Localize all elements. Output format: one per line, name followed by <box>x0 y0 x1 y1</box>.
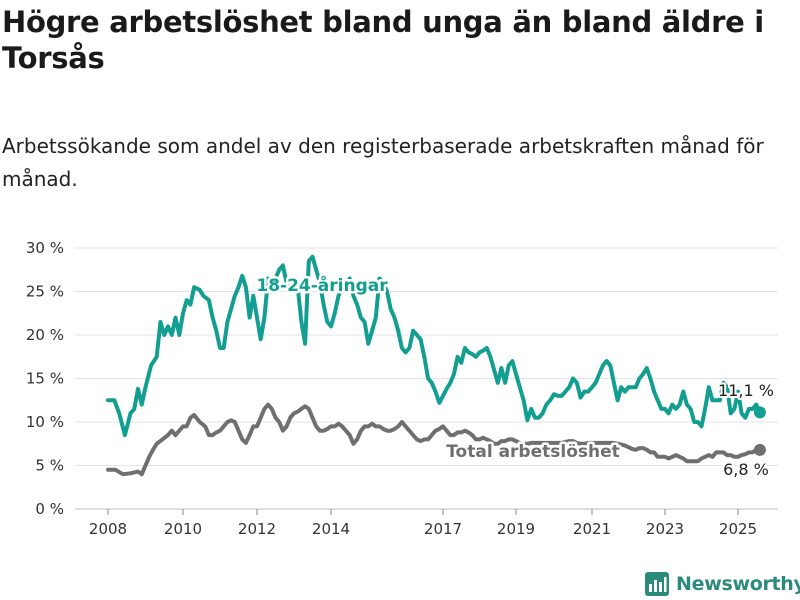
page-title: Högre arbetslöshet bland unga än bland ä… <box>2 5 764 75</box>
brand-logo: Newsworthy <box>644 570 800 598</box>
chart-lines <box>106 254 766 477</box>
series-label-young: 18-24-åringar <box>256 274 388 296</box>
chart-logo-icon <box>645 572 669 596</box>
x-tick-label: 2019 <box>497 520 535 538</box>
series-label-total-halo: Total arbetslöshet <box>446 442 620 462</box>
x-tick-label: 2025 <box>719 520 757 538</box>
x-tick-label: 2021 <box>573 520 611 538</box>
y-tick-label: 5 % <box>35 457 64 475</box>
end-label-total-halo: 6,8 % <box>723 460 769 479</box>
x-tick-label: 2023 <box>646 520 684 538</box>
line-chart: 0 % 5 % 10 % 15 % 20 % 25 % 30 % 2008 2010 2012 20… <box>26 239 778 538</box>
end-point-total <box>753 443 766 456</box>
x-tick-label: 2010 <box>164 520 202 538</box>
end-label-total: 6,8 % <box>723 460 769 479</box>
end-point-young <box>753 406 766 419</box>
y-tick-label: 20 % <box>26 326 64 344</box>
x-tick-label: 2012 <box>238 520 276 538</box>
end-label-young: 11,1 % <box>718 381 774 400</box>
y-tick-label: 15 % <box>26 370 64 388</box>
y-tick-label: 0 % <box>35 500 64 518</box>
x-tick-label: 2017 <box>424 520 462 538</box>
y-tick-label: 30 % <box>26 239 64 257</box>
page-subtitle: Arbetssökande som andel av den registerb… <box>2 134 764 191</box>
series-line-young <box>106 254 762 438</box>
x-tick-label: 2014 <box>312 520 350 538</box>
series-line-total <box>106 402 762 477</box>
series-label-young-halo: 18-24-åringar <box>256 274 388 296</box>
end-label-young-halo: 11,1 % <box>718 381 774 400</box>
y-tick-label: 10 % <box>26 413 64 431</box>
y-tick-label: 25 % <box>26 283 64 301</box>
series-label-total: Total arbetslöshet <box>446 442 620 462</box>
x-tick-label: 2008 <box>89 520 127 538</box>
brand-name: Newsworthy <box>676 573 800 595</box>
